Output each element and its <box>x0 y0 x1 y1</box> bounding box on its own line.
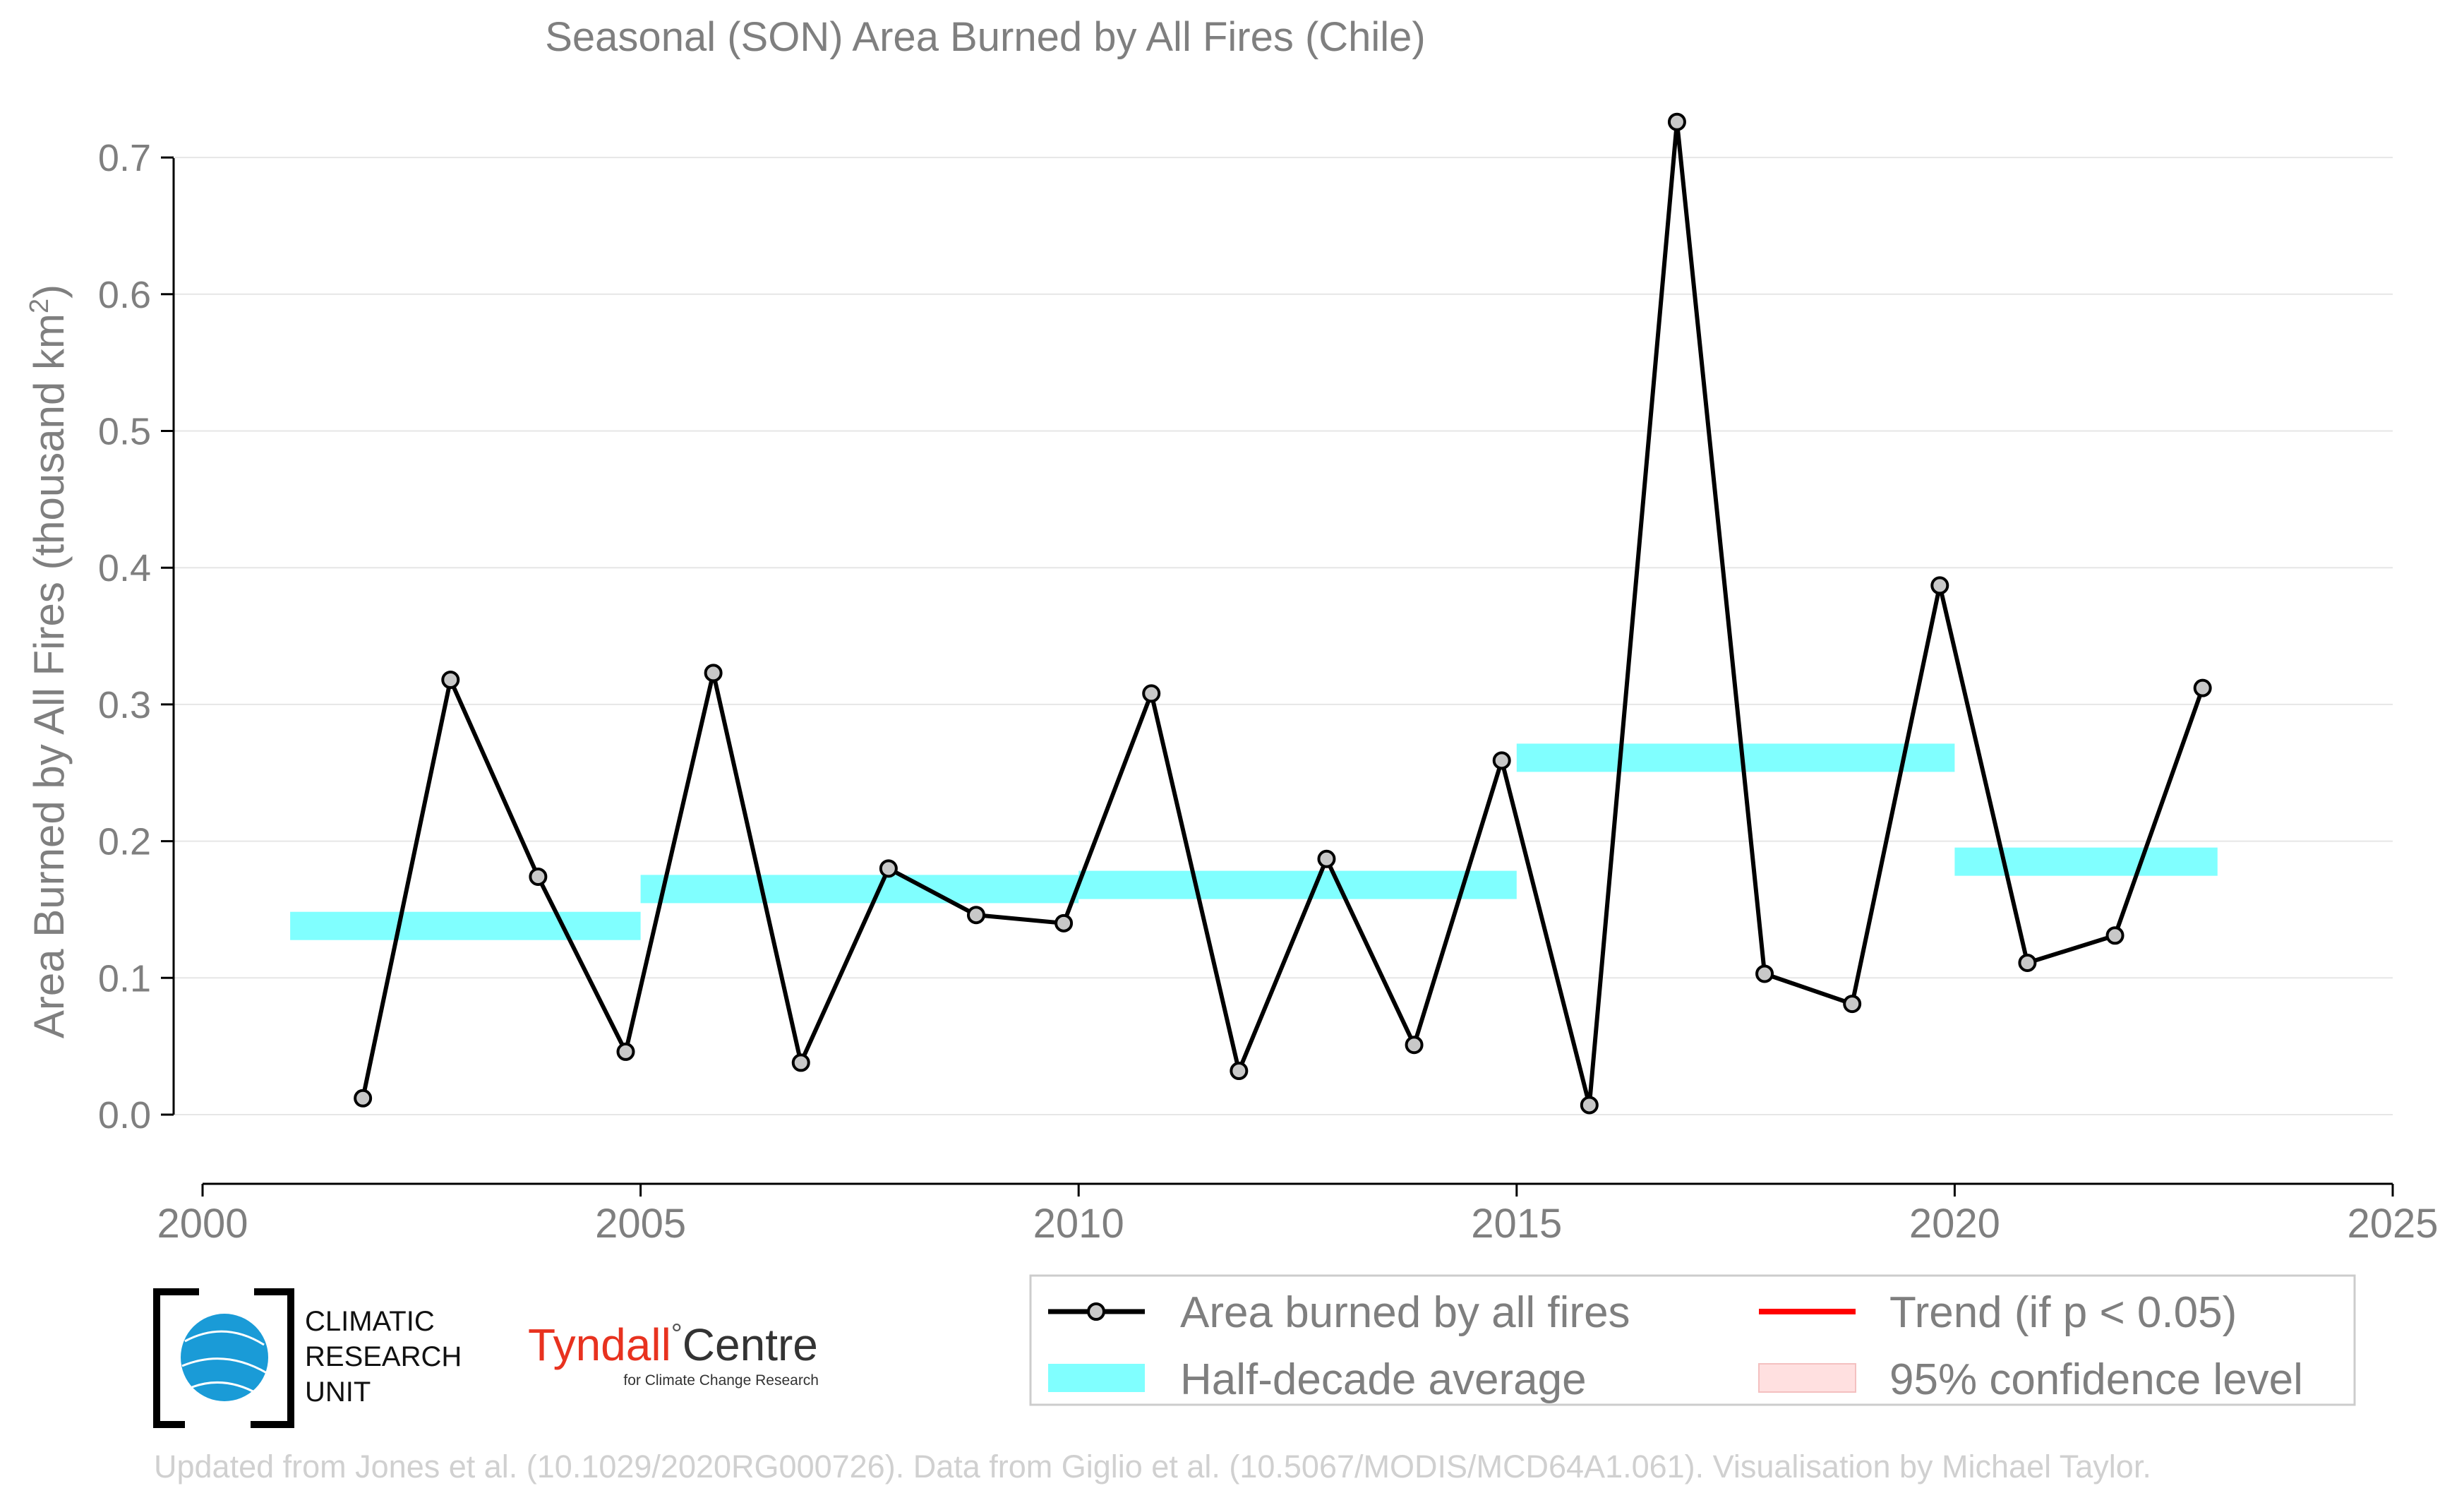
data-point-21 <box>2193 678 2212 697</box>
series-markers <box>354 112 2212 1115</box>
data-point-4 <box>704 664 723 683</box>
y-tick-label-3: 0.3 <box>98 684 151 726</box>
tyndall-logo-title: Tyndall°Centre <box>528 1319 818 1370</box>
y-axis-label: Area Burned by All Fires (thousand km2) <box>25 284 73 1038</box>
legend-box <box>1029 1274 2356 1406</box>
legend-marker-swatch <box>1087 1302 1105 1321</box>
legend-label-area-burned: Area burned by all fires <box>1180 1288 1630 1337</box>
data-point-13 <box>1492 751 1511 770</box>
y-axis-label-end: ) <box>25 284 73 299</box>
tyndall-word-1: Tyndall <box>528 1319 671 1370</box>
data-point-8 <box>1054 913 1074 933</box>
y-tick-label-4: 0.4 <box>98 547 151 589</box>
data-point-19 <box>2018 953 2037 972</box>
cru-bracket-right-icon <box>251 1288 294 1428</box>
data-point-14 <box>1580 1096 1599 1115</box>
legend-band-swatch <box>1048 1364 1145 1392</box>
data-point-5 <box>791 1053 810 1072</box>
data-point-16 <box>1755 964 1774 983</box>
y-tick-label-5: 0.5 <box>98 411 151 453</box>
y-tick-label-1: 0.1 <box>98 957 151 1000</box>
x-tick-label-0: 2000 <box>157 1201 248 1247</box>
data-point-7 <box>966 906 985 925</box>
y-tick-label-2: 0.2 <box>98 821 151 863</box>
data-point-1 <box>441 671 460 690</box>
data-point-18 <box>1930 576 1949 595</box>
data-point-2 <box>529 867 548 886</box>
cru-text-line1: CLIMATIC <box>305 1306 435 1337</box>
tyndall-word-2: Centre <box>683 1319 818 1370</box>
chart-title: Seasonal (SON) Area Burned by All Fires … <box>545 14 1426 60</box>
x-tick-label-1: 2005 <box>595 1201 686 1247</box>
data-point-10 <box>1230 1062 1249 1081</box>
x-tick-label-4: 2020 <box>1909 1201 2000 1247</box>
half-decade-bar-1 <box>640 875 1079 904</box>
cru-logo: CLIMATIC RESEARCH UNIT <box>153 1288 462 1428</box>
y-tick-label-6: 0.6 <box>98 274 151 316</box>
data-point-0 <box>354 1089 373 1108</box>
tyndall-logo: Tyndall°Centre for Climate Change Resear… <box>528 1319 819 1389</box>
data-point-17 <box>1843 995 1862 1014</box>
cru-text-line3: UNIT <box>305 1377 371 1408</box>
half-decade-bar-2 <box>1078 870 1517 899</box>
tyndall-subtitle: for Climate Change Research <box>623 1372 819 1389</box>
x-tick-label-3: 2015 <box>1471 1201 1562 1247</box>
cru-bracket-left-icon <box>153 1288 199 1428</box>
data-point-20 <box>2105 926 2125 945</box>
legend-label-confidence: 95% confidence level <box>1889 1355 2303 1404</box>
half-decade-average-bars <box>290 743 2218 940</box>
legend-ci-swatch <box>1758 1363 1856 1393</box>
tyndall-degree: ° <box>671 1319 683 1350</box>
cru-globe-icon <box>181 1314 268 1401</box>
legend: Area burned by all fires Trend (if p < 0… <box>1029 1274 2356 1406</box>
x-axis-ticks: 2000 2005 2010 2015 2020 2025 <box>157 1184 2439 1247</box>
series-line-area-burned <box>361 119 2205 1108</box>
legend-label-half-decade: Half-decade average <box>1180 1355 1587 1404</box>
data-point-12 <box>1405 1036 1424 1055</box>
x-tick-label-2: 2010 <box>1033 1201 1124 1247</box>
data-point-6 <box>879 859 898 878</box>
y-tick-label-7: 0.7 <box>98 137 151 179</box>
legend-label-trend: Trend (if p < 0.05) <box>1889 1288 2237 1337</box>
y-axis-label-superscript: 2 <box>25 299 54 313</box>
gridlines <box>174 157 2393 1115</box>
half-decade-bar-0 <box>290 911 641 940</box>
y-tick-label-0: 0.0 <box>98 1094 151 1137</box>
credit-footnote: Updated from Jones et al. (10.1029/2020R… <box>154 1449 2151 1485</box>
half-decade-bar-4 <box>1954 847 2218 876</box>
series-area-burned <box>361 119 2205 1108</box>
x-tick-label-5: 2025 <box>2347 1201 2438 1247</box>
half-decade-bar-3 <box>1516 743 1955 772</box>
data-point-9 <box>1142 684 1161 703</box>
data-point-3 <box>616 1042 635 1061</box>
y-axis-ticks: 0.0 0.1 0.2 0.3 0.4 0.5 0.6 0.7 <box>98 137 174 1137</box>
y-axis-label-main: Area Burned by All Fires (thousand km <box>25 313 73 1038</box>
cru-text-line2: RESEARCH <box>305 1341 462 1372</box>
data-point-11 <box>1317 849 1336 868</box>
cru-globe-lines-icon <box>181 1330 268 1396</box>
data-point-15 <box>1667 112 1686 131</box>
